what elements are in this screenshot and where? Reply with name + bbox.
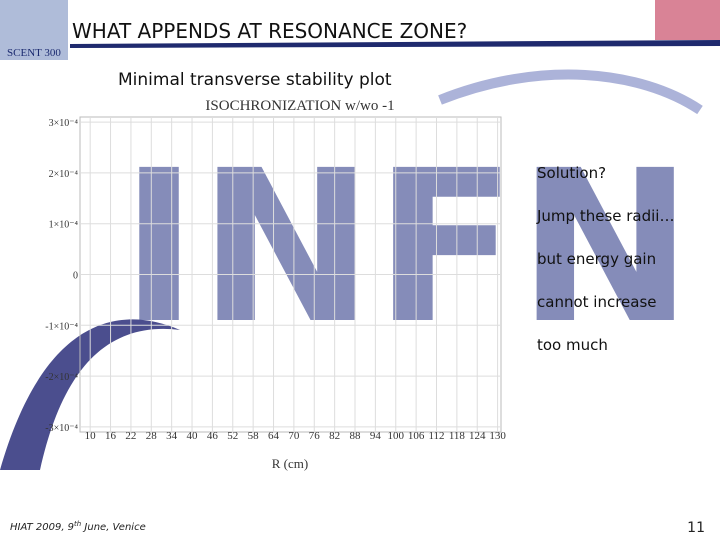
x-tick-label: 22 xyxy=(125,430,136,442)
y-tick-label: 1×10⁻⁴ xyxy=(49,220,79,231)
x-tick-label: 94 xyxy=(370,430,382,442)
x-tick-label: 64 xyxy=(268,430,280,442)
swoosh-left xyxy=(0,319,180,470)
x-tick-label: 46 xyxy=(207,430,219,442)
x-tick-label: 34 xyxy=(166,430,178,442)
x-tick-label: 112 xyxy=(428,430,444,442)
x-tick-label: 28 xyxy=(146,430,158,442)
swoosh-right xyxy=(438,69,703,115)
y-tick-label: 3×10⁻⁴ xyxy=(49,118,79,129)
x-tick-label: 16 xyxy=(105,430,117,442)
y-tick-label: 0 xyxy=(73,271,78,282)
x-tick-label: 118 xyxy=(449,430,466,442)
watermark: INFN xyxy=(120,125,693,370)
note-line: Jump these radii… xyxy=(536,207,674,225)
x-tick-label: 52 xyxy=(227,430,238,442)
footer-part: June, Venice xyxy=(81,522,146,533)
logo-text: SCENT 300 xyxy=(7,47,61,59)
x-axis-label: R (cm) xyxy=(272,456,308,471)
note-line: but energy gain xyxy=(537,250,656,268)
x-tick-label: 124 xyxy=(469,430,486,442)
note-line: Solution? xyxy=(537,164,606,182)
logo-left xyxy=(0,0,68,60)
chart-title: ISOCHRONIZATION w/wo -1 xyxy=(205,98,394,114)
x-tick-label: 100 xyxy=(388,430,405,442)
chart: ISOCHRONIZATION w/wo -1 10 16 22 28 34 40 46 52 5… xyxy=(45,98,506,471)
y-tick-label: -2×10⁻⁴ xyxy=(45,372,78,383)
footer-part: HIAT 2009, 9 xyxy=(10,522,74,533)
y-tick-label: -3×10⁻⁴ xyxy=(45,423,78,434)
x-tick-label: 40 xyxy=(187,430,199,442)
footer-text: HIAT 2009, 9th June, Venice xyxy=(10,520,146,533)
subtitle: Minimal transverse stability plot xyxy=(118,70,392,90)
x-tick-label: 10 xyxy=(85,430,97,442)
x-tick-label: 106 xyxy=(408,430,425,442)
x-tick-label: 58 xyxy=(248,430,260,442)
x-tick-label: 88 xyxy=(350,430,362,442)
note-line: too much xyxy=(537,336,608,354)
y-tick-label: -1×10⁻⁴ xyxy=(45,321,78,332)
x-tick-label: 70 xyxy=(288,430,300,442)
note-line: cannot increase xyxy=(537,293,657,311)
slide-title: WHAT APPENDS AT RESONANCE ZONE? xyxy=(72,19,467,43)
x-tick-label: 76 xyxy=(309,430,321,442)
logo-right xyxy=(655,0,720,40)
x-tick-label: 130 xyxy=(489,430,506,442)
footer-sup: th xyxy=(74,520,81,528)
x-tick-label: 82 xyxy=(329,430,340,442)
y-tick-label: 2×10⁻⁴ xyxy=(49,169,79,180)
notes: Solution? Jump these radii… but energy gai… xyxy=(536,164,674,354)
header-rule xyxy=(70,40,720,48)
page-number: 11 xyxy=(687,520,705,536)
